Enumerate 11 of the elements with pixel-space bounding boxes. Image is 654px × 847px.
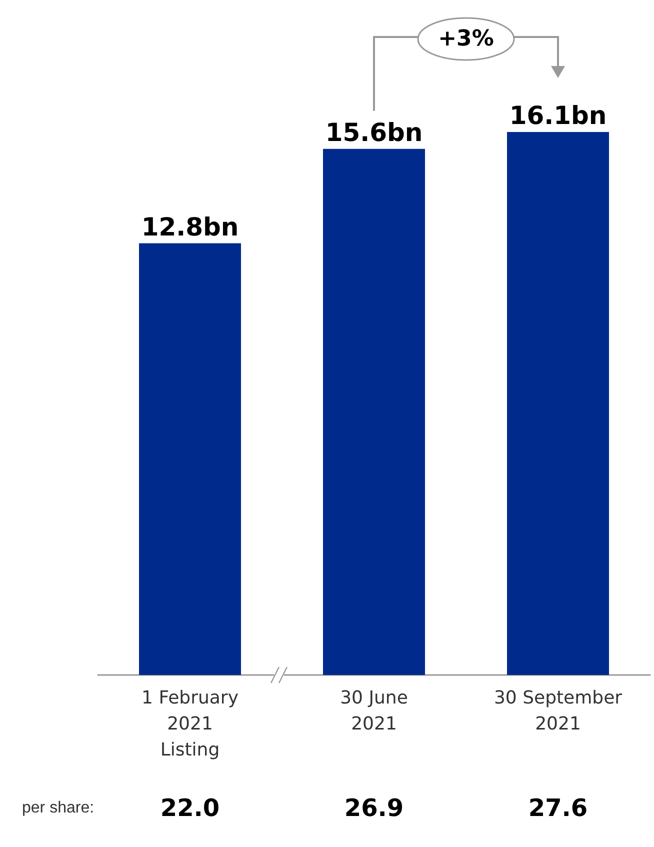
data-label: 15.6bn — [325, 118, 423, 147]
text: +3% — [438, 26, 494, 52]
text: 27.6 — [528, 794, 588, 822]
x-tick-label: 1 February 2021 Listing — [142, 688, 239, 760]
data-label: 16.1bn — [509, 101, 607, 130]
x-tick-label: 30 September 2021 — [494, 688, 623, 734]
x-tick-label: 30 June 2021 — [340, 688, 408, 734]
text: 22.0 — [160, 794, 220, 822]
data-label: 12.8bn — [141, 212, 239, 242]
text: per share: — [22, 800, 94, 816]
text: 26.9 — [344, 794, 404, 822]
